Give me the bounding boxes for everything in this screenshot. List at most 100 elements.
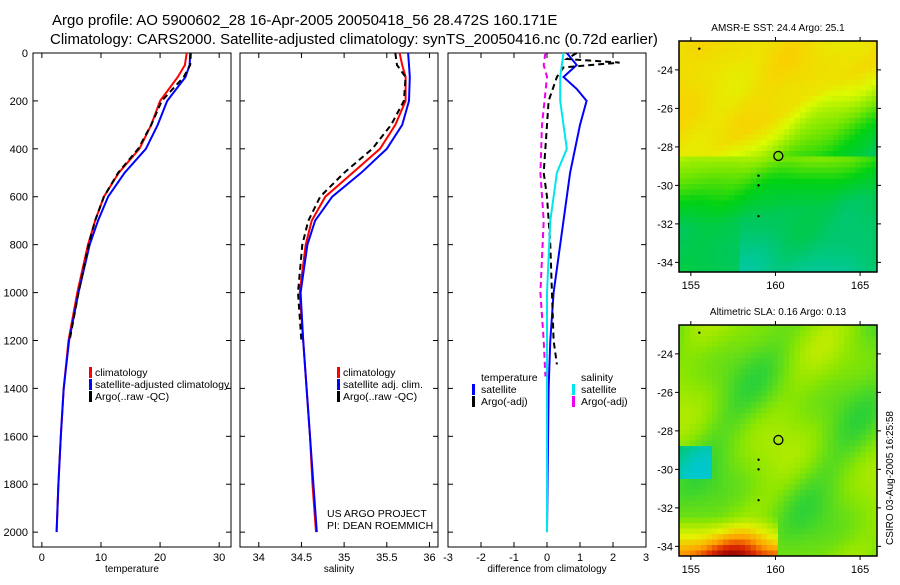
heatmap-cell bbox=[750, 233, 757, 240]
heatmap-cell bbox=[728, 167, 735, 174]
heatmap-cell bbox=[695, 57, 702, 64]
heatmap-cell bbox=[706, 156, 713, 163]
heatmap-cell bbox=[695, 79, 702, 86]
heatmap-cell bbox=[822, 178, 828, 185]
heatmap-cell bbox=[866, 363, 872, 370]
heatmap-cell bbox=[772, 266, 779, 273]
heatmap-cell bbox=[734, 57, 740, 64]
heatmap-cell bbox=[717, 341, 724, 348]
heatmap-cell bbox=[822, 495, 828, 502]
heatmap-cell bbox=[805, 57, 812, 64]
heatmap-cell bbox=[822, 539, 828, 546]
heatmap-cell bbox=[761, 429, 768, 436]
heatmap-cell bbox=[838, 239, 845, 245]
heatmap-cell bbox=[789, 336, 795, 342]
heatmap-cell bbox=[860, 550, 867, 557]
heatmap-cell bbox=[800, 217, 806, 223]
y-tick-label: -28 bbox=[657, 426, 673, 438]
heatmap-cell bbox=[855, 74, 861, 80]
heatmap-cell bbox=[822, 151, 828, 157]
heatmap-cell bbox=[805, 440, 812, 447]
heatmap-cell bbox=[849, 123, 856, 130]
heatmap-cell bbox=[745, 239, 751, 245]
heatmap-cell bbox=[767, 506, 773, 513]
heatmap-cell bbox=[822, 457, 828, 463]
heatmap-cell bbox=[723, 325, 729, 331]
heatmap-cell bbox=[767, 341, 773, 348]
heatmap-cell bbox=[816, 134, 823, 141]
heatmap-cell bbox=[816, 250, 823, 256]
heatmap-cell bbox=[717, 512, 724, 518]
heatmap-cell bbox=[717, 211, 724, 218]
heatmap-cell bbox=[712, 57, 718, 64]
heatmap-cell bbox=[761, 266, 768, 273]
heatmap-cell bbox=[679, 228, 685, 234]
heatmap-cell bbox=[728, 484, 735, 491]
heatmap-cell bbox=[684, 528, 691, 535]
heatmap-cell bbox=[701, 112, 707, 119]
heatmap-cell bbox=[805, 63, 812, 69]
heatmap-cell bbox=[739, 506, 746, 513]
heatmap-cell bbox=[805, 363, 812, 370]
heatmap-cell bbox=[734, 325, 740, 331]
heatmap-cell bbox=[800, 206, 806, 212]
heatmap-cell bbox=[789, 363, 795, 370]
heatmap-cell bbox=[838, 451, 845, 458]
heatmap-cell bbox=[789, 167, 795, 174]
heatmap-cell bbox=[778, 534, 784, 540]
heatmap-cell bbox=[838, 211, 845, 218]
heatmap-cell bbox=[767, 63, 773, 69]
heatmap-cell bbox=[767, 217, 773, 223]
heatmap-cell bbox=[706, 244, 713, 251]
heatmap-cell bbox=[690, 402, 696, 408]
heatmap-cell bbox=[717, 96, 724, 102]
heatmap-cell bbox=[844, 479, 850, 485]
heatmap-cell bbox=[827, 534, 834, 540]
heatmap-cell bbox=[684, 178, 691, 185]
heatmap-cell bbox=[816, 479, 823, 485]
heatmap-cell bbox=[690, 173, 696, 179]
heatmap-cell bbox=[712, 250, 718, 256]
heatmap-cell bbox=[739, 429, 746, 436]
heatmap-cell bbox=[805, 517, 812, 524]
heatmap-cell bbox=[805, 429, 812, 436]
heatmap-cell bbox=[866, 173, 872, 179]
heatmap-cell bbox=[695, 63, 702, 69]
heatmap-cell bbox=[827, 402, 834, 408]
heatmap-cell bbox=[794, 101, 801, 108]
heatmap-cell bbox=[800, 266, 806, 273]
heatmap-cell bbox=[822, 363, 828, 370]
heatmap-cell bbox=[712, 134, 718, 141]
heatmap-cell bbox=[855, 189, 861, 196]
heatmap-cell bbox=[860, 85, 867, 91]
heatmap-cell bbox=[750, 79, 757, 86]
heatmap-cell bbox=[822, 217, 828, 223]
heatmap-cell bbox=[805, 74, 812, 80]
heatmap-cell bbox=[717, 506, 724, 513]
heatmap-cell bbox=[767, 129, 773, 135]
heatmap-cell bbox=[822, 96, 828, 102]
heatmap-cell bbox=[871, 68, 878, 75]
heatmap-cell bbox=[805, 156, 812, 163]
heatmap-cell bbox=[822, 118, 828, 124]
heatmap-cell bbox=[860, 402, 867, 408]
heatmap-cell bbox=[800, 140, 806, 146]
heatmap-cell bbox=[800, 528, 806, 535]
heatmap-cell bbox=[684, 534, 691, 540]
heatmap-cell bbox=[855, 211, 861, 218]
heatmap-cell bbox=[723, 545, 729, 551]
heatmap-cell bbox=[756, 250, 762, 256]
heatmap-cell bbox=[789, 52, 795, 58]
heatmap-cell bbox=[701, 129, 707, 135]
heatmap-cell bbox=[684, 402, 691, 408]
heatmap-cell bbox=[811, 402, 817, 408]
heatmap-cell bbox=[706, 200, 713, 207]
heatmap-cell bbox=[734, 396, 740, 403]
heatmap-cell bbox=[723, 167, 729, 174]
heatmap-cell bbox=[805, 358, 812, 364]
heatmap-cell bbox=[739, 490, 746, 496]
heatmap-cell bbox=[849, 418, 856, 425]
heatmap-cell bbox=[756, 107, 762, 113]
heatmap-cell bbox=[701, 52, 707, 58]
heatmap-cell bbox=[805, 90, 812, 97]
